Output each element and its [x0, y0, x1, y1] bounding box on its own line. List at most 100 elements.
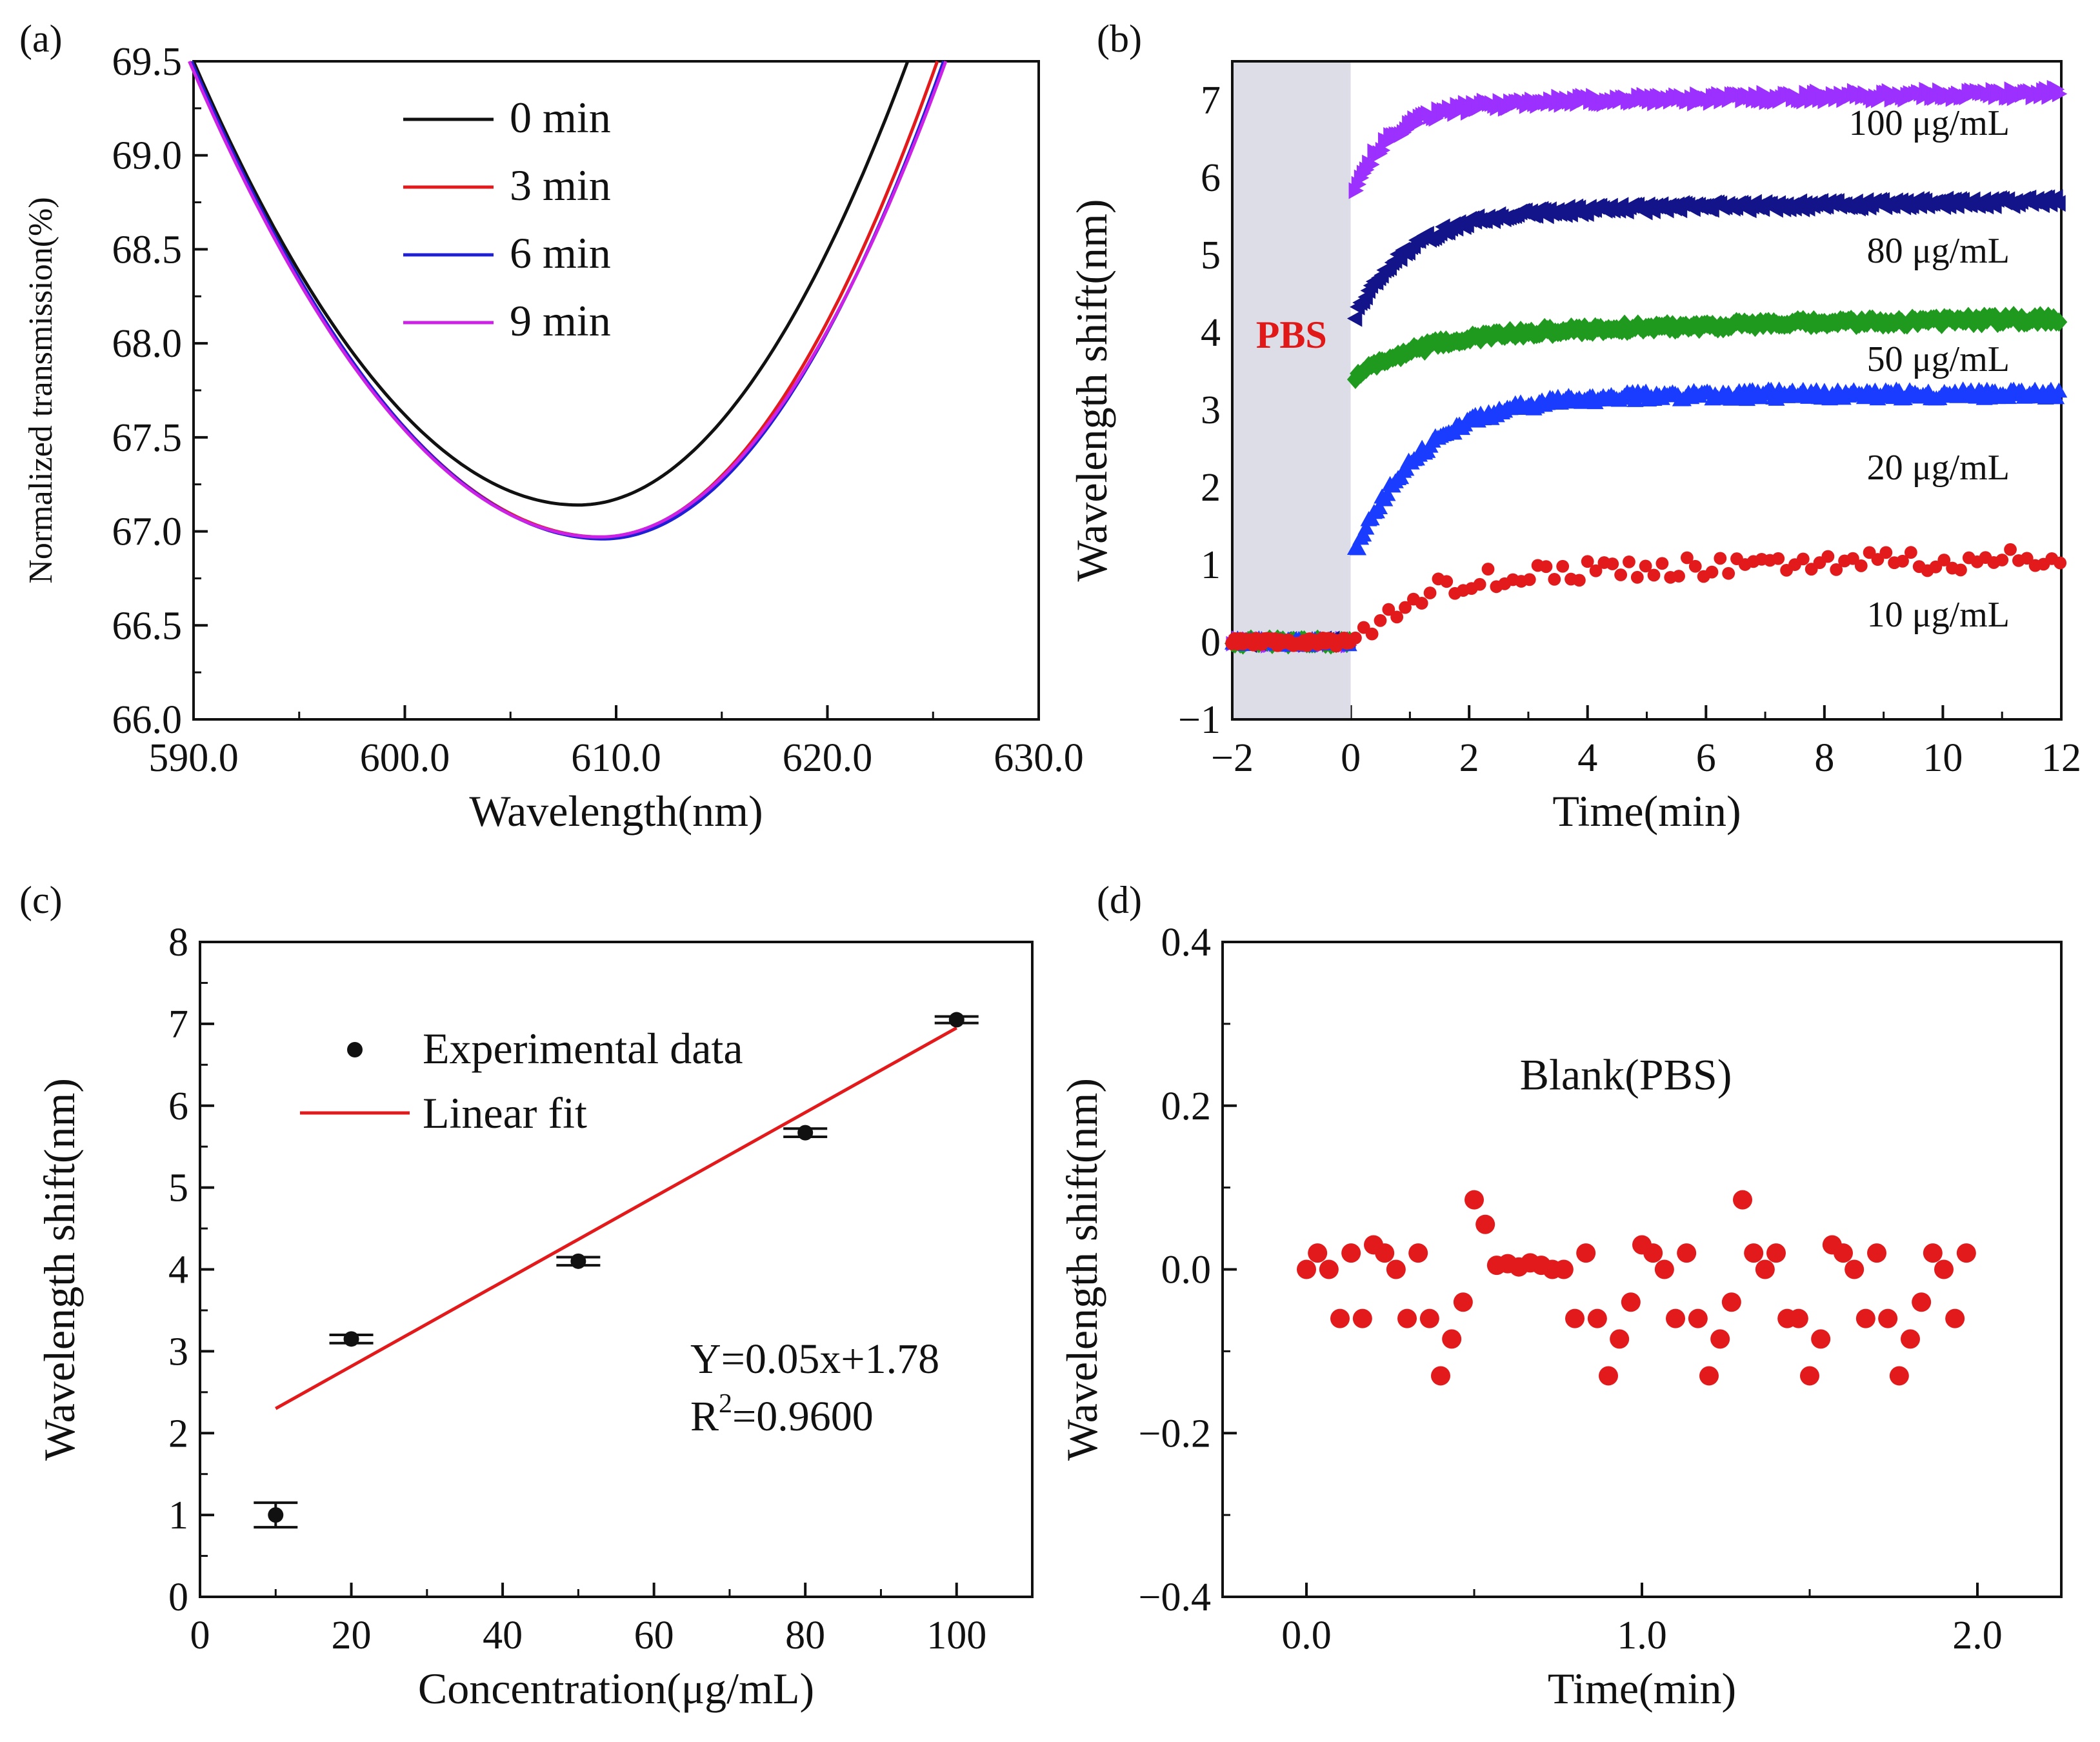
data-point [1945, 1308, 1965, 1328]
data-point [1350, 540, 1367, 556]
y-axis-label: Wavelength shift(nm) [35, 1078, 84, 1461]
data-point [1788, 1308, 1808, 1328]
series-label: 50 μg/mL [1867, 339, 2010, 379]
data-point [1901, 1329, 1920, 1349]
data-point [1297, 1259, 1316, 1279]
data-point [1954, 563, 1967, 577]
data-point [1714, 552, 1727, 565]
data-point [1766, 1243, 1786, 1263]
data-point [1319, 1259, 1339, 1279]
r-squared-superscript: 2 [719, 1389, 732, 1419]
data-point [1681, 551, 1694, 565]
data-point [1688, 559, 1702, 573]
data-point [1744, 1243, 1764, 1263]
y-tick-label: 0.2 [1161, 1085, 1212, 1128]
y-tick-label: 3 [1201, 388, 1221, 432]
panel-label: (b) [1097, 17, 1142, 60]
y-tick-label: 66.5 [112, 604, 183, 648]
data-point [1581, 555, 1594, 568]
x-tick-label: 12 [2041, 736, 2081, 780]
data-point [1416, 341, 1434, 361]
x-axis-label: Time(min) [1548, 1664, 1736, 1713]
data-point [2050, 312, 2068, 332]
y-tick-label: 0 [1201, 621, 1221, 665]
y-tick-label: 7 [1201, 79, 1221, 123]
data-point [1630, 570, 1644, 584]
data-point [1721, 1292, 1741, 1312]
data-point [1556, 559, 1570, 573]
series-line-0-min [192, 61, 910, 507]
legend-label: 3 min [510, 161, 611, 210]
data-point [1379, 486, 1396, 501]
data-point [570, 1253, 586, 1269]
data-point [1846, 552, 1859, 565]
data-point [1349, 631, 1362, 645]
legend-label: 9 min [510, 296, 611, 345]
data-point [1677, 1243, 1697, 1263]
data-point [1357, 519, 1375, 535]
data-point [1995, 554, 2009, 566]
data-point [1523, 573, 1536, 586]
data-point [1445, 425, 1463, 440]
data-point [1475, 1214, 1495, 1234]
linear-fit-line [275, 1026, 957, 1410]
x-tick-label: 4 [1577, 736, 1597, 780]
data-point [1643, 1243, 1663, 1263]
data-point [1672, 570, 1685, 583]
series-label: 80 μg/mL [1867, 231, 2010, 271]
x-tick-label: 10 [1923, 736, 1963, 780]
data-point [1896, 554, 1909, 568]
data-point [1599, 1366, 1618, 1386]
data-point [1688, 1308, 1708, 1328]
y-tick-label: 0.4 [1161, 921, 1212, 965]
data-point [1889, 1366, 1909, 1386]
x-tick-label: 100 [926, 1614, 986, 1657]
data-point [1655, 557, 1669, 570]
data-point [1431, 1366, 1450, 1386]
panel-b: −2 0 2 4 6 8 10 12−101234567Time(min)Wavelength… [1067, 17, 2081, 836]
data-point [1365, 156, 1380, 174]
data-point [1956, 1243, 1976, 1263]
y-tick-label: −0.4 [1139, 1576, 1211, 1619]
y-tick-label: 4 [1201, 311, 1221, 355]
x-tick-label: −2 [1211, 736, 1254, 780]
data-point [1811, 1329, 1831, 1349]
data-point [1606, 557, 1619, 570]
chart-title: Blank(PBS) [1520, 1050, 1732, 1099]
data-point [1382, 603, 1395, 616]
series-line-9-min [188, 60, 948, 539]
data-point [1453, 1292, 1473, 1312]
data-point [2054, 556, 2067, 570]
series-label: 20 μg/mL [1867, 448, 2010, 488]
data-point [1442, 1329, 1462, 1349]
x-tick-label: 610.0 [571, 736, 661, 780]
r-squared-value: =0.9600 [732, 1393, 874, 1440]
x-tick-label: 40 [483, 1614, 523, 1657]
data-point [1589, 564, 1603, 577]
x-axis-label: Time(min) [1552, 786, 1741, 836]
data-point [1855, 1308, 1875, 1328]
data-point [1423, 586, 1437, 599]
data-point [1878, 1308, 1898, 1328]
data-point [1755, 1259, 1775, 1279]
data-point [1565, 1308, 1585, 1328]
r-squared: R2=0.9600 [690, 1389, 874, 1440]
data-point [1415, 597, 1428, 610]
data-point [1733, 1190, 1752, 1210]
data-point [1572, 574, 1586, 587]
legend-label: Linear fit [423, 1088, 587, 1137]
data-point [1576, 1243, 1596, 1263]
panel-a: 590.0 600.0 610.0 620.0 630.0 66.0 66.5 67.0 67.… [19, 17, 1084, 836]
data-point [1854, 559, 1868, 572]
data-point [1341, 1243, 1361, 1263]
y-tick-label: 67.0 [112, 510, 183, 554]
series-label: 10 μg/mL [1867, 595, 2010, 635]
data-point [1419, 1308, 1439, 1328]
y-tick-label: 0.0 [1161, 1248, 1212, 1292]
data-point [1390, 610, 1404, 624]
x-tick-label: 2 [1459, 736, 1479, 780]
data-point [1904, 546, 1917, 559]
x-tick-label: 1.0 [1617, 1614, 1667, 1657]
data-point [1330, 1308, 1350, 1328]
